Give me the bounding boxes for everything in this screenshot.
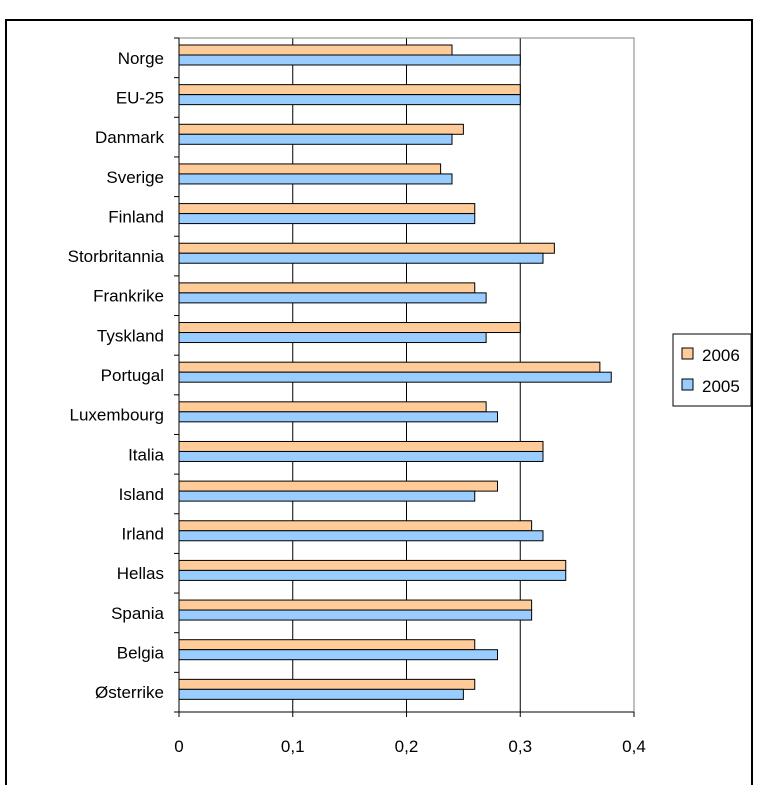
x-tick-label: 0,4 [622, 737, 646, 756]
bar-2005 [178, 292, 487, 304]
x-tick-label: 0,1 [281, 737, 305, 756]
bar-2006 [178, 242, 555, 254]
category-label: Frankrike [93, 287, 164, 306]
bar-2005 [178, 411, 498, 423]
legend: 2006 2005 [672, 333, 752, 407]
bar-2006 [178, 480, 498, 492]
x-tick-label: 0,2 [395, 737, 419, 756]
category-label: Sverige [106, 168, 164, 187]
bars [178, 44, 612, 700]
category-label: Italia [128, 445, 164, 464]
legend-label-2005: 2005 [702, 377, 740, 396]
x-tick-label: 0 [174, 737, 183, 756]
bar-2005 [178, 94, 521, 106]
category-label: Luxembourg [69, 406, 164, 425]
bar-2005 [178, 450, 544, 462]
bar-2006 [178, 559, 567, 571]
category-labels: Norge EU-25 Danmark Sverige Finland Storbrita… [68, 49, 165, 702]
category-label: Finland [108, 207, 164, 226]
category-label: Østerrike [95, 683, 164, 702]
category-label: Spania [111, 604, 164, 623]
legend-label-2006: 2006 [702, 346, 740, 365]
bar-2005 [178, 688, 464, 700]
bar-2006 [178, 322, 521, 334]
legend-swatch-2005 [681, 378, 694, 391]
bar-2006 [178, 282, 476, 294]
category-label: Portugal [101, 366, 164, 385]
bar-2006 [178, 123, 464, 135]
bar-2006 [178, 639, 476, 651]
bar-2006 [178, 44, 453, 56]
category-label: EU-25 [116, 88, 164, 107]
category-label: Norge [118, 49, 164, 68]
bar-2006 [178, 203, 476, 215]
tick-labels: 0 0,1 0,2 0,3 0,4 [174, 737, 646, 756]
legend-box [672, 333, 752, 407]
category-label: Danmark [95, 128, 164, 147]
bar-2006 [178, 84, 521, 96]
axes [174, 37, 635, 717]
category-label: Tyskland [97, 326, 164, 345]
bar-2005 [178, 213, 476, 225]
bar-2006 [178, 520, 533, 532]
x-tick-label: 0,3 [508, 737, 532, 756]
bar-2005 [178, 252, 544, 264]
category-label: Hellas [117, 564, 164, 583]
bar-2006 [178, 361, 601, 373]
category-label: Belgia [117, 644, 165, 663]
bar-2005 [178, 371, 612, 383]
bar-2005 [178, 332, 487, 344]
bar-2006 [178, 163, 442, 175]
bar-2005 [178, 649, 498, 661]
bar-2005 [178, 490, 476, 502]
bar-2006 [178, 440, 544, 452]
category-label: Irland [121, 525, 164, 544]
legend-swatch-2006 [681, 347, 694, 360]
bar-2005 [178, 609, 533, 621]
bar-2006 [178, 678, 476, 690]
bar-2006 [178, 401, 487, 413]
bar-2006 [178, 599, 533, 611]
bar-2005 [178, 173, 453, 185]
category-label: Storbritannia [68, 247, 165, 266]
bar-2005 [178, 54, 521, 66]
category-label: Island [119, 485, 164, 504]
bar-2005 [178, 530, 544, 542]
bar-2005 [178, 133, 453, 145]
bar-2005 [178, 569, 567, 581]
